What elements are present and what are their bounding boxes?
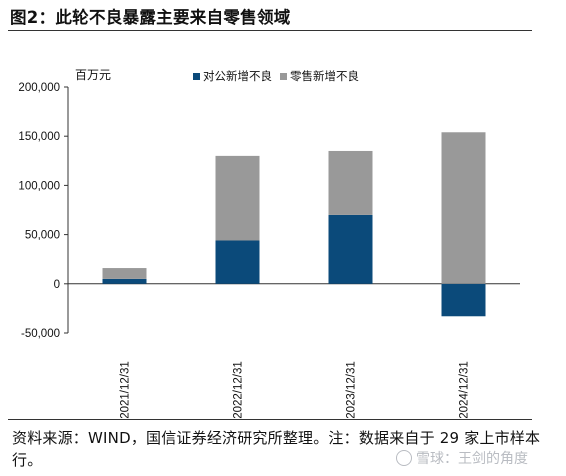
legend-swatch-corporate xyxy=(193,73,200,80)
bar-retail-2022 xyxy=(215,155,260,241)
bar-retail-2023 xyxy=(328,150,373,215)
y-ticks: -50,000 0 50,000 100,000 150,000 200,000 xyxy=(18,82,68,340)
source-note: 资料来源：WIND，国信证券经济研究所整理。注：数据来自于 29 家上市样本行。 xyxy=(12,429,541,469)
watermark-text: 雪球：王剑的角度 xyxy=(416,451,528,467)
y-tick-label: 150,000 xyxy=(18,131,60,143)
legend-label-retail: 零售新增不良 xyxy=(290,69,359,83)
x-tick-labels: 2021/12/31 2022/12/31 2023/12/31 2024/12/31 xyxy=(120,361,471,419)
chart: -50,000 0 50,000 100,000 150,000 200,000 2021… xyxy=(18,68,520,419)
y-tick-label: 200,000 xyxy=(18,82,60,94)
legend: 对公新增不良 零售新增不良 xyxy=(193,69,359,83)
y-tick-label: 50,000 xyxy=(25,230,60,242)
y-tick-label: -50,000 xyxy=(21,328,60,340)
bar-retail-2024 xyxy=(441,132,486,284)
bar-corporate-2023 xyxy=(328,214,373,284)
unit-label: 百万元 xyxy=(75,68,111,82)
watermark: 雪球：王剑的角度 xyxy=(396,448,528,468)
figure-title: 图2：此轮不良暴露主要来自零售领域 xyxy=(10,8,291,27)
bar-corporate-2022 xyxy=(215,240,260,284)
y-tick-label: 100,000 xyxy=(18,180,60,192)
legend-label-corporate: 对公新增不良 xyxy=(203,69,272,83)
x-tick-label: 2021/12/31 xyxy=(120,361,132,419)
source-rule xyxy=(8,419,532,420)
bar-corporate-2024 xyxy=(441,283,486,317)
x-tick-label: 2024/12/31 xyxy=(459,361,471,419)
snowball-icon xyxy=(396,450,412,466)
bars xyxy=(102,132,486,317)
bar-retail-2021 xyxy=(102,268,147,279)
bar-corporate-2021 xyxy=(102,278,147,284)
x-tick-label: 2022/12/31 xyxy=(233,361,245,419)
legend-swatch-retail xyxy=(280,73,287,80)
x-tick-label: 2023/12/31 xyxy=(346,361,358,419)
y-tick-label: 0 xyxy=(54,279,60,291)
title-rule xyxy=(8,30,532,31)
